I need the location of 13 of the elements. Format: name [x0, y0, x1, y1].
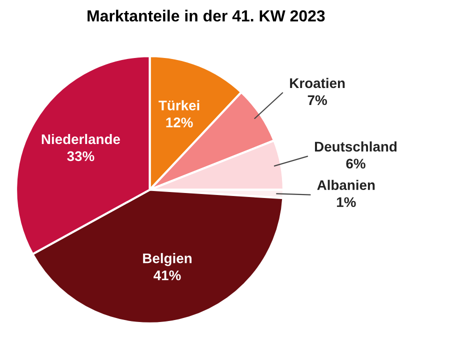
slice-label: Deutschland — [314, 141, 396, 152]
chart-title: Marktanteile in der 41. KW 2023 — [88, 10, 325, 22]
slice-label: Belgien — [143, 253, 192, 266]
slice-label: Türkei — [158, 100, 200, 110]
data-label: 7% — [308, 95, 327, 106]
slice-label: Niederlande — [42, 134, 120, 144]
data-label: 1% — [336, 197, 356, 207]
slice-label: Albanien — [317, 180, 375, 190]
data-label: 6% — [346, 158, 366, 169]
slice-label: Kroatien — [290, 78, 345, 88]
data-label: 33% — [67, 151, 94, 162]
data-label: 41% — [154, 270, 181, 280]
data-label: 12% — [166, 118, 193, 128]
